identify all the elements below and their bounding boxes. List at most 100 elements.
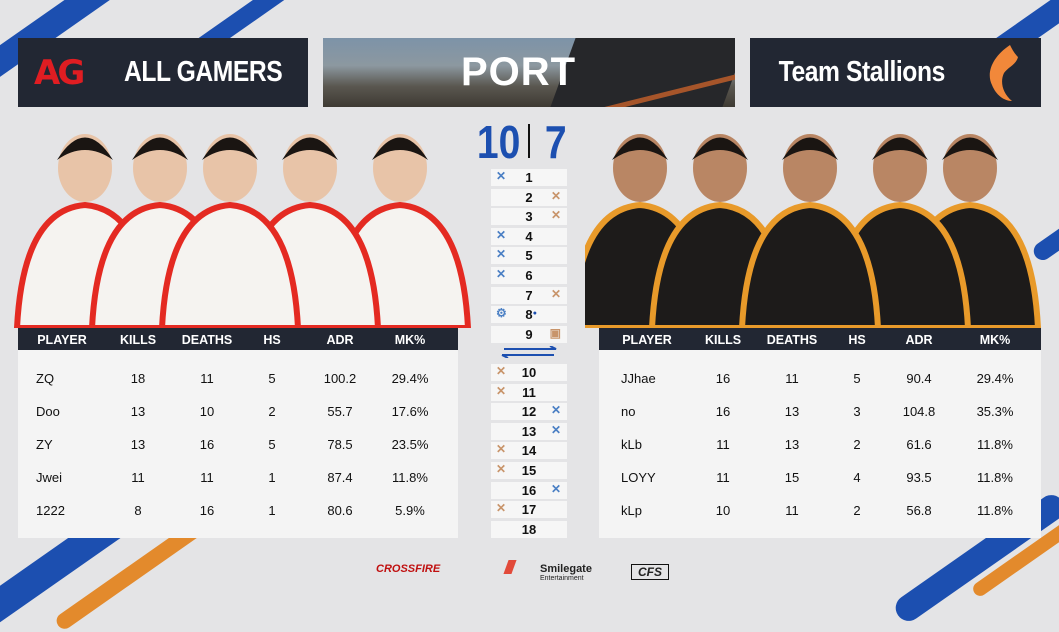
map-banner: PORT bbox=[323, 38, 735, 107]
round-number: 16 bbox=[521, 482, 537, 498]
right-score: 7 bbox=[544, 116, 567, 168]
left-stats-table: PLAYER KILLS DEATHS HS ADR MK% ZQ 18 11 5 10… bbox=[18, 328, 458, 538]
round-7: 7 ✕ bbox=[491, 286, 567, 304]
cell-kills: 18 bbox=[130, 371, 146, 386]
blue-elimination-icon: ✕ bbox=[550, 403, 561, 418]
round-number: 14 bbox=[521, 443, 537, 459]
col-adr: ADR bbox=[326, 333, 354, 347]
cell-adr: 100.2 bbox=[323, 371, 357, 386]
orange-elimination-icon: ✕ bbox=[496, 364, 507, 378]
round-12: 12 ✕ bbox=[491, 403, 567, 421]
map-name: PORT bbox=[461, 50, 577, 94]
all-gamers-logo: AG bbox=[34, 52, 85, 93]
cell-deaths: 16 bbox=[199, 437, 215, 452]
orange-elimination-icon: ✕ bbox=[550, 188, 561, 203]
round-1: 1 ✕ bbox=[491, 169, 567, 186]
cell-player: kLb bbox=[621, 437, 642, 452]
player-photo bbox=[738, 134, 882, 328]
cell-player: no bbox=[621, 404, 636, 419]
cell-mk: 29.4% bbox=[976, 371, 1014, 386]
cell-hs: 2 bbox=[268, 404, 276, 419]
cell-mk: 11.8% bbox=[977, 437, 1013, 452]
cell-kills: 16 bbox=[715, 371, 731, 386]
cell-adr: 87.4 bbox=[327, 470, 353, 485]
right-stats-table: PLAYER KILLS DEATHS HS ADR MK% JJhae 16 11… bbox=[599, 328, 1041, 538]
blue-elimination-icon: ✕ bbox=[550, 481, 561, 496]
cell-mk: 11.8% bbox=[392, 470, 428, 485]
cell-deaths: 13 bbox=[784, 404, 800, 419]
round-5: 5 ✕ bbox=[491, 247, 567, 265]
round-number: 12 bbox=[521, 404, 537, 420]
round-number: 1 bbox=[525, 170, 533, 185]
round-number: 11 bbox=[522, 384, 536, 400]
cell-adr: 78.5 bbox=[327, 437, 353, 452]
cell-mk: 23.5% bbox=[391, 437, 429, 452]
cell-deaths: 10 bbox=[199, 404, 215, 419]
blue-dot-icon: ● bbox=[532, 310, 537, 318]
cell-deaths: 16 bbox=[199, 503, 215, 518]
round-number: 15 bbox=[521, 463, 537, 478]
col-mk: MK% bbox=[394, 333, 426, 347]
table-header: PLAYER KILLS DEATHS HS ADR MK% bbox=[18, 328, 458, 350]
cell-player: Jwei bbox=[36, 470, 63, 485]
cell-mk: 11.8% bbox=[977, 470, 1013, 485]
cell-hs: 1 bbox=[268, 503, 276, 518]
round-number: 7 bbox=[525, 287, 533, 303]
right-team-header: Team Stallions bbox=[750, 38, 1041, 107]
table-row: ZQ 18 11 5 100.2 29.4% bbox=[18, 371, 458, 391]
round-number: 3 bbox=[525, 209, 533, 225]
side-swap-icon bbox=[501, 346, 557, 358]
cell-player: ZY bbox=[36, 437, 53, 452]
cell-hs: 5 bbox=[268, 371, 276, 386]
table-header: PLAYER KILLS DEATHS HS ADR MK% bbox=[599, 328, 1041, 350]
cell-kills: 11 bbox=[716, 470, 730, 485]
cell-player: LOYY bbox=[621, 470, 656, 485]
cell-mk: 29.4% bbox=[391, 371, 429, 386]
cell-hs: 3 bbox=[853, 404, 861, 419]
right-team-name: Team Stallions bbox=[778, 56, 946, 88]
table-row: JJhae 16 11 5 90.4 29.4% bbox=[599, 371, 1041, 391]
round-16: 16 ✕ bbox=[491, 481, 567, 499]
round-18: 18 bbox=[491, 520, 567, 538]
round-number: 18 bbox=[521, 521, 537, 537]
round-number: 13 bbox=[521, 423, 537, 439]
cell-player: kLp bbox=[621, 503, 642, 518]
left-team-photo bbox=[0, 110, 475, 328]
cfs-logo: CFS bbox=[631, 564, 669, 580]
round-17: 17 ✕ bbox=[491, 501, 567, 519]
orange-elimination-icon: ✕ bbox=[496, 462, 507, 476]
left-score: 10 bbox=[476, 116, 521, 168]
round-14: 14 ✕ bbox=[491, 442, 567, 460]
cell-hs: 2 bbox=[853, 437, 861, 452]
round-number: 8 bbox=[525, 307, 533, 323]
orange-elimination-icon: ✕ bbox=[496, 442, 507, 457]
blue-elimination-icon: ✕ bbox=[496, 169, 507, 183]
cell-kills: 11 bbox=[131, 470, 145, 485]
blue-elimination-icon: ✕ bbox=[496, 267, 507, 281]
cell-hs: 5 bbox=[268, 437, 276, 452]
stallion-logo-icon bbox=[989, 44, 1018, 101]
round-number: 2 bbox=[525, 189, 533, 205]
cell-deaths: 11 bbox=[200, 470, 214, 485]
cell-mk: 35.3% bbox=[976, 404, 1014, 419]
orange-elimination-icon: ✕ bbox=[550, 208, 561, 223]
col-mk: MK% bbox=[979, 333, 1011, 347]
cell-mk: 5.9% bbox=[395, 503, 425, 518]
round-13: 13 ✕ bbox=[491, 422, 567, 440]
orange-elimination-icon: ✕ bbox=[496, 383, 507, 398]
player-photo bbox=[158, 134, 302, 328]
round-number: 4 bbox=[525, 228, 533, 244]
table-row: kLp 10 11 2 56.8 11.8% bbox=[599, 503, 1041, 523]
cell-deaths: 11 bbox=[200, 371, 214, 386]
col-kills: KILLS bbox=[704, 333, 742, 347]
cell-adr: 55.7 bbox=[327, 404, 353, 419]
orange-bomb-icon: ▣ bbox=[549, 325, 561, 340]
right-team-photo bbox=[585, 110, 1045, 328]
table-row: LOYY 11 15 4 93.5 11.8% bbox=[599, 470, 1041, 490]
cell-kills: 10 bbox=[715, 503, 731, 518]
cell-deaths: 15 bbox=[784, 470, 800, 485]
col-adr: ADR bbox=[905, 333, 933, 347]
crossfire-logo: CROSSFIRE bbox=[376, 563, 441, 575]
cell-kills: 13 bbox=[130, 437, 146, 452]
cell-kills: 8 bbox=[134, 503, 142, 518]
